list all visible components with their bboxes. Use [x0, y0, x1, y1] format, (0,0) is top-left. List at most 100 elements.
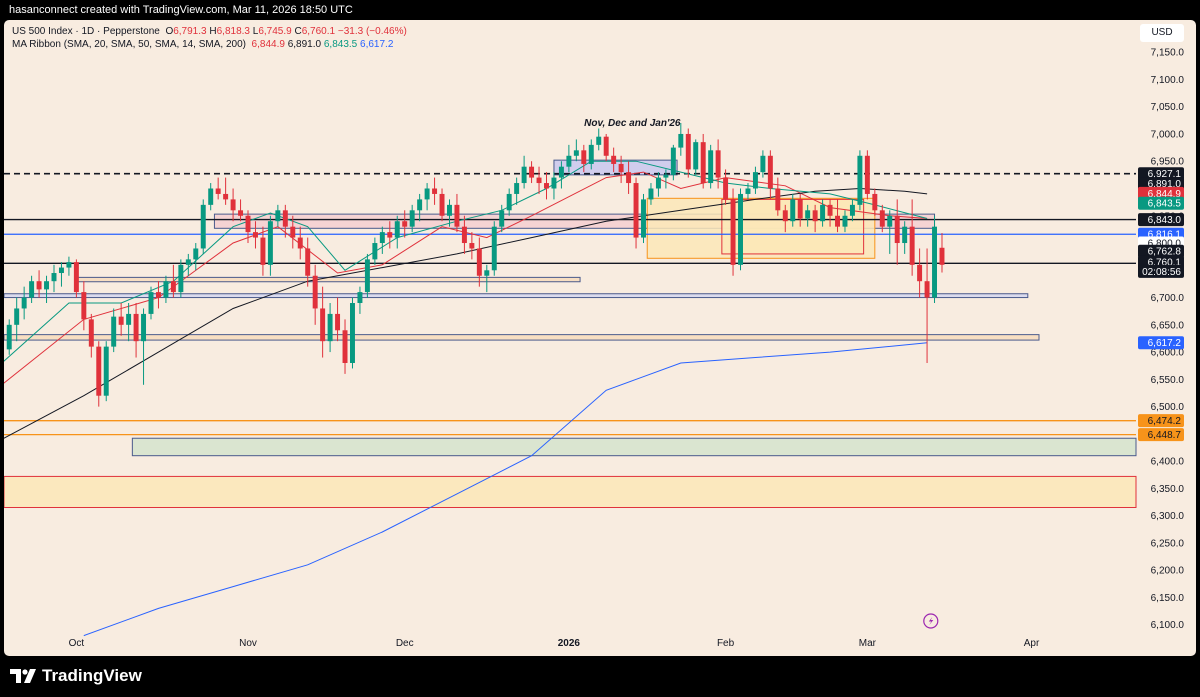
- ma-line: [4, 171, 928, 384]
- candle-body: [648, 188, 654, 200]
- price-label-bg: [1138, 336, 1184, 350]
- candle-body: [611, 155, 617, 164]
- price-label: 02:08:56: [1142, 267, 1181, 278]
- price-label: 6,891.0: [1148, 179, 1182, 190]
- zone-box: [4, 293, 1029, 299]
- candle-body: [752, 172, 758, 189]
- y-tick-label: 6,200.0: [1151, 566, 1185, 577]
- zone-box: [75, 276, 581, 283]
- price-label-bg: [1138, 244, 1184, 258]
- candle-body: [894, 215, 900, 244]
- candle-body: [439, 193, 445, 216]
- candle-body: [484, 270, 490, 276]
- x-tick-label: 2026: [558, 638, 581, 649]
- candle-body: [857, 155, 863, 205]
- ma-ribbon-label[interactable]: MA Ribbon (SMA, 20, SMA, 50, SMA, 14, SM…: [12, 39, 246, 50]
- y-tick-label: 6,950.0: [1151, 157, 1185, 168]
- candle-body: [133, 313, 139, 342]
- y-tick-label: 7,000.0: [1151, 129, 1185, 140]
- candle-body: [909, 226, 915, 265]
- price-label: 6,800.0: [1148, 239, 1182, 250]
- candle-body: [499, 210, 505, 227]
- candle-body: [103, 346, 109, 396]
- candle-body: [335, 313, 341, 331]
- candle-body: [387, 232, 393, 238]
- candle-body: [155, 292, 161, 298]
- footer-bar: TradingView: [0, 656, 1200, 697]
- price-label-bg: [1138, 414, 1184, 428]
- candle-body: [842, 215, 848, 227]
- lightning-bolt: [928, 617, 934, 625]
- candle-body: [81, 292, 87, 320]
- candle-body: [626, 172, 632, 184]
- change-value: −31.3 (−0.46%): [337, 26, 407, 37]
- candle-body: [297, 237, 303, 249]
- candle-body: [536, 177, 542, 184]
- y-tick-label: 6,600.0: [1151, 348, 1185, 359]
- candle-body: [835, 215, 840, 227]
- high-value: 6,818.3: [216, 26, 250, 37]
- candle-body: [21, 297, 27, 309]
- candle-body: [170, 281, 176, 293]
- candle-body: [820, 204, 826, 222]
- candle-body: [163, 281, 169, 298]
- price-label: 6,844.9: [1148, 189, 1182, 200]
- x-tick-label: Nov: [239, 638, 257, 649]
- low-value: 6,745.9: [258, 26, 292, 37]
- high-label: H: [209, 26, 217, 37]
- candle-body: [738, 193, 743, 265]
- attribution-text: hasanconnect created with TradingView.co…: [9, 4, 353, 16]
- candle-body: [260, 237, 266, 265]
- candle-body: [476, 248, 482, 276]
- candle-body: [797, 199, 803, 219]
- candle-body: [588, 144, 594, 164]
- chart-annotation: Nov, Dec and Jan'26: [584, 118, 681, 129]
- sma50-value: 6,891.0: [287, 39, 322, 50]
- candle-body: [238, 210, 244, 216]
- zone-box: [4, 334, 1040, 341]
- candle-body: [200, 204, 206, 249]
- x-tick-label: Mar: [859, 638, 877, 649]
- price-label-bg: [1138, 428, 1184, 442]
- close-value: 6,760.1: [301, 26, 336, 37]
- zone-box: [131, 437, 1137, 457]
- candle-body: [685, 133, 691, 170]
- candlestick-chart[interactable]: Nov, Dec and Jan'26 6,100.0 6,150.0 6,200.0…: [4, 20, 1196, 656]
- sma20-value: 6,844.9: [251, 39, 285, 50]
- candle-body: [320, 308, 326, 342]
- price-label: 6,816.1: [1148, 230, 1182, 241]
- candle-body: [864, 155, 870, 194]
- candle-body: [708, 150, 714, 184]
- candle-body: [73, 262, 79, 293]
- currency-button[interactable]: USD: [1140, 24, 1184, 42]
- candle-body: [126, 313, 132, 325]
- candle-body: [223, 193, 229, 200]
- candle-body: [723, 177, 729, 200]
- candle-body: [700, 142, 706, 184]
- candle-body: [730, 199, 736, 265]
- candle-body: [185, 259, 191, 265]
- candle-body: [566, 155, 572, 167]
- y-tick-label: 6,500.0: [1151, 402, 1185, 413]
- candle-body: [349, 303, 355, 363]
- y-tick-label: 7,100.0: [1151, 75, 1185, 86]
- candle-body: [767, 155, 773, 189]
- candle-body: [267, 221, 273, 265]
- price-label-bg: [1138, 264, 1184, 278]
- candle-body: [305, 248, 311, 276]
- y-tick-label: 6,300.0: [1151, 511, 1185, 522]
- candle-body: [364, 259, 370, 293]
- candle-body: [29, 281, 35, 298]
- symbol-name[interactable]: US 500 Index · 1D · Pepperstone: [12, 26, 160, 37]
- candle-body: [790, 199, 796, 222]
- candle-body: [454, 204, 460, 227]
- tradingview-brand[interactable]: TradingView: [10, 666, 142, 686]
- price-label: 6,762.8: [1148, 247, 1182, 258]
- price-label: 6,617.2: [1148, 338, 1182, 349]
- y-tick-label: 6,550.0: [1151, 375, 1185, 386]
- candle-body: [670, 147, 676, 175]
- price-label: 6,474.2: [1148, 416, 1182, 427]
- candle-body: [491, 226, 497, 271]
- candle-body: [715, 150, 721, 178]
- chart-panel[interactable]: Nov, Dec and Jan'26 6,100.0 6,150.0 6,200.0…: [4, 20, 1196, 656]
